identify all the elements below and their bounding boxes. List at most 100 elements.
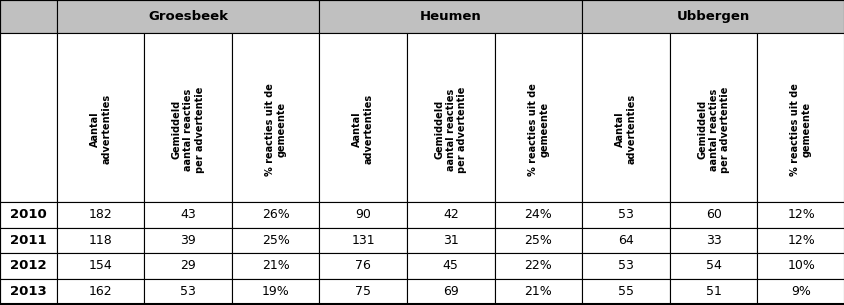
Bar	[57, 0, 319, 33]
Text: 51: 51	[705, 285, 721, 298]
Text: 162: 162	[89, 285, 112, 298]
Bar	[582, 279, 669, 304]
Bar	[669, 228, 756, 253]
Bar	[756, 202, 844, 228]
Bar	[57, 228, 144, 253]
Text: 31: 31	[442, 234, 458, 247]
Text: 29: 29	[180, 259, 196, 272]
Text: Gemiddeld
aantal reacties
per advertentie: Gemiddeld aantal reacties per advertenti…	[434, 86, 467, 173]
Text: 2011: 2011	[10, 234, 46, 247]
Bar	[57, 202, 144, 228]
Text: 12%: 12%	[787, 234, 814, 247]
Bar	[407, 279, 494, 304]
Bar	[231, 253, 319, 279]
Text: 39: 39	[180, 234, 196, 247]
Text: 22%: 22%	[524, 259, 552, 272]
Text: 55: 55	[617, 285, 633, 298]
Bar	[582, 253, 669, 279]
Text: 75: 75	[354, 285, 371, 298]
Text: 45: 45	[442, 259, 458, 272]
Bar	[756, 33, 844, 202]
Text: 2010: 2010	[10, 208, 46, 221]
Bar	[756, 253, 844, 279]
Bar	[57, 253, 144, 279]
Bar	[319, 228, 407, 253]
Bar	[144, 33, 231, 202]
Text: Gemiddeld
aantal reacties
per advertentie: Gemiddeld aantal reacties per advertenti…	[696, 86, 729, 173]
Text: 69: 69	[442, 285, 458, 298]
Bar	[144, 202, 231, 228]
Text: 2013: 2013	[10, 285, 46, 298]
Bar	[231, 202, 319, 228]
Text: 21%: 21%	[262, 259, 289, 272]
Text: 54: 54	[705, 259, 721, 272]
Bar	[407, 228, 494, 253]
Bar	[494, 33, 582, 202]
Text: 53: 53	[617, 259, 633, 272]
Text: Heumen: Heumen	[419, 10, 481, 23]
Text: % reacties uit de
gemeente: % reacties uit de gemeente	[789, 83, 811, 176]
Text: 25%: 25%	[524, 234, 552, 247]
Bar	[582, 33, 669, 202]
Text: 53: 53	[180, 285, 196, 298]
Text: 42: 42	[442, 208, 458, 221]
Bar	[669, 33, 756, 202]
Bar	[144, 253, 231, 279]
Bar	[494, 279, 582, 304]
Bar	[319, 202, 407, 228]
Bar	[0, 279, 57, 304]
Text: 25%: 25%	[262, 234, 289, 247]
Bar	[407, 253, 494, 279]
Bar	[494, 228, 582, 253]
Bar	[494, 253, 582, 279]
Text: 12%: 12%	[787, 208, 814, 221]
Text: 64: 64	[618, 234, 633, 247]
Text: 131: 131	[351, 234, 375, 247]
Text: % reacties uit de
gemeente: % reacties uit de gemeente	[264, 83, 286, 176]
Bar	[582, 0, 844, 33]
Text: 182: 182	[89, 208, 112, 221]
Text: 2012: 2012	[10, 259, 46, 272]
Bar	[756, 279, 844, 304]
Bar	[407, 202, 494, 228]
Text: 53: 53	[617, 208, 633, 221]
Bar	[319, 253, 407, 279]
Text: 33: 33	[705, 234, 721, 247]
Text: % reacties uit de
gemeente: % reacties uit de gemeente	[527, 83, 549, 176]
Text: Groesbeek: Groesbeek	[148, 10, 228, 23]
Text: Aantal
advertenties: Aantal advertenties	[614, 94, 636, 164]
Text: 90: 90	[354, 208, 371, 221]
Bar	[669, 279, 756, 304]
Text: 60: 60	[705, 208, 721, 221]
Bar	[669, 202, 756, 228]
Text: 76: 76	[354, 259, 371, 272]
Text: 10%: 10%	[787, 259, 814, 272]
Text: 9%: 9%	[790, 285, 810, 298]
Bar	[319, 33, 407, 202]
Text: 118: 118	[89, 234, 112, 247]
Bar	[0, 0, 57, 33]
Text: 26%: 26%	[262, 208, 289, 221]
Bar	[0, 202, 57, 228]
Bar	[582, 228, 669, 253]
Bar	[231, 279, 319, 304]
Bar	[0, 228, 57, 253]
Bar	[57, 279, 144, 304]
Text: 24%: 24%	[524, 208, 552, 221]
Bar	[669, 253, 756, 279]
Text: 43: 43	[180, 208, 196, 221]
Bar	[582, 202, 669, 228]
Bar	[756, 228, 844, 253]
Bar	[0, 33, 57, 202]
Text: Gemiddeld
aantal reacties
per advertentie: Gemiddeld aantal reacties per advertenti…	[171, 86, 204, 173]
Bar	[0, 253, 57, 279]
Text: 154: 154	[89, 259, 112, 272]
Bar	[231, 228, 319, 253]
Bar	[144, 228, 231, 253]
Bar	[407, 33, 494, 202]
Bar	[144, 279, 231, 304]
Text: Aantal
advertenties: Aantal advertenties	[352, 94, 374, 164]
Bar	[319, 279, 407, 304]
Text: Ubbergen: Ubbergen	[676, 10, 749, 23]
Bar	[231, 33, 319, 202]
